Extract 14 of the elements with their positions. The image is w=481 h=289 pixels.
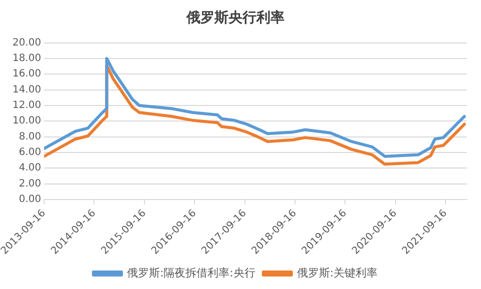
y-tick-label: 4.00 [18, 162, 42, 174]
y-tick-label: 16.00 [12, 68, 42, 80]
y-tick-label: 18.00 [12, 53, 42, 64]
y-tick-label: 12.00 [12, 100, 42, 112]
y-tick-label: 20.00 [12, 37, 42, 48]
y-tick-label: 8.00 [18, 131, 42, 142]
y-tick-label: 0.00 [18, 194, 42, 206]
chart-title: 俄罗斯央行利率 [186, 9, 284, 26]
legend-label: 俄罗斯:关键利率 [296, 266, 378, 280]
y-tick-label: 14.00 [12, 84, 42, 96]
y-tick-label: 6.00 [18, 147, 42, 158]
y-tick-label: 10.00 [12, 116, 42, 127]
y-tick-label: 2.00 [18, 178, 42, 190]
legend-label: 俄罗斯:隔夜拆借利率:央行 [126, 266, 256, 280]
